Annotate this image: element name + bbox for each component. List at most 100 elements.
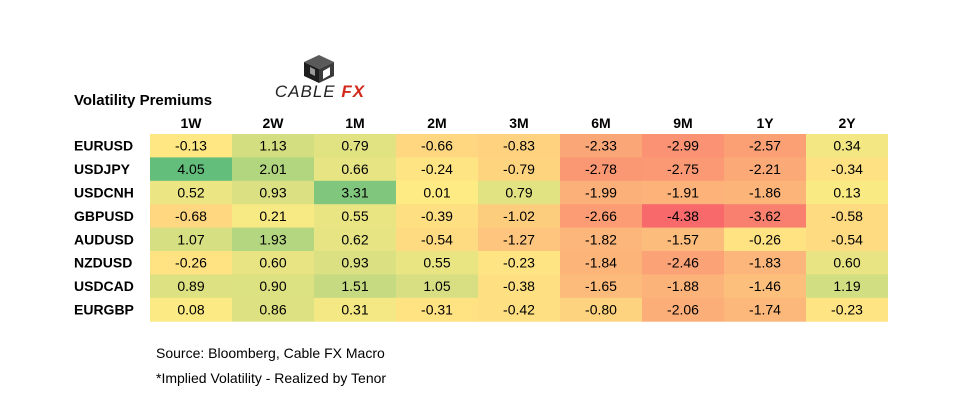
heat-cell — [642, 134, 724, 158]
heat-cell — [806, 297, 888, 322]
heat-cell — [314, 274, 396, 299]
heat-cell — [806, 204, 888, 229]
heat-cell — [150, 227, 232, 252]
heat-cell — [314, 204, 396, 229]
cell-value: -0.26 — [175, 255, 207, 271]
heat-cell — [150, 274, 232, 299]
cell-value: 0.93 — [341, 255, 368, 271]
cell-value: 0.66 — [341, 161, 368, 177]
cell-value: -1.65 — [585, 278, 617, 294]
cable-fx-logo: CABLE FX — [270, 54, 370, 104]
row-label: EURGBP — [74, 302, 134, 318]
column-header: 1M — [345, 115, 364, 131]
cell-value: 1.13 — [259, 138, 286, 154]
cell-value: -2.57 — [749, 138, 781, 154]
heat-cell — [150, 297, 232, 322]
heat-cell — [724, 297, 806, 322]
heat-cell — [396, 297, 478, 322]
heat-cell — [396, 134, 478, 158]
heat-cell — [232, 134, 314, 158]
heat-cell — [396, 251, 478, 275]
cell-value: -2.75 — [667, 161, 699, 177]
cell-value: -1.27 — [503, 231, 535, 247]
cube-logo-icon — [304, 55, 334, 83]
heat-cell — [642, 157, 724, 182]
column-header: 1Y — [756, 115, 774, 131]
heat-cell — [314, 134, 396, 158]
heat-cell — [560, 204, 642, 229]
cell-value: 0.86 — [259, 302, 286, 318]
footnote: *Implied Volatility - Realized by Tenor — [156, 370, 387, 386]
heat-cell — [642, 251, 724, 275]
cell-value: 0.08 — [177, 302, 204, 318]
cell-value: 1.05 — [423, 278, 450, 294]
cell-value: 3.31 — [341, 185, 368, 201]
cell-value: -1.88 — [667, 278, 699, 294]
heat-cell — [314, 251, 396, 275]
cell-value: 0.21 — [259, 208, 286, 224]
cell-value: 0.55 — [423, 255, 450, 271]
column-header: 9M — [673, 115, 692, 131]
heat-cell — [396, 274, 478, 299]
heat-cell — [396, 180, 478, 205]
heat-cell — [560, 157, 642, 182]
cell-value: 1.51 — [341, 278, 368, 294]
heat-cell — [560, 134, 642, 158]
cell-value: 0.31 — [341, 302, 368, 318]
cell-value: -2.21 — [749, 161, 781, 177]
row-label: NZDUSD — [74, 255, 132, 271]
cell-value: 0.79 — [341, 138, 368, 154]
heat-cell — [478, 204, 560, 229]
heat-cell — [314, 297, 396, 322]
column-header: 1W — [181, 115, 203, 131]
heat-cell — [150, 204, 232, 229]
column-header: 2Y — [838, 115, 856, 131]
cell-value: 0.60 — [259, 255, 286, 271]
cell-value: -1.82 — [585, 231, 617, 247]
cell-value: -3.62 — [749, 208, 781, 224]
heat-cell — [806, 134, 888, 158]
column-header: 2W — [263, 115, 285, 131]
cell-value: -1.02 — [503, 208, 535, 224]
heat-cell — [806, 157, 888, 182]
cell-value: -2.66 — [585, 208, 617, 224]
heat-cell — [478, 180, 560, 205]
cell-value: -0.13 — [175, 138, 207, 154]
cell-value: -0.54 — [831, 231, 863, 247]
cell-value: -0.42 — [503, 302, 535, 318]
source-note: Source: Bloomberg, Cable FX Macro — [156, 345, 385, 361]
cell-value: 0.93 — [259, 185, 286, 201]
cell-value: 0.34 — [833, 138, 860, 154]
heat-cell — [314, 180, 396, 205]
row-label: AUDUSD — [74, 231, 134, 247]
heat-cell — [232, 297, 314, 322]
cell-value: -1.74 — [749, 302, 781, 318]
cell-value: -2.46 — [667, 255, 699, 271]
cell-value: -2.06 — [667, 302, 699, 318]
heat-cell — [724, 251, 806, 275]
heat-cell — [396, 204, 478, 229]
cell-value: -0.23 — [503, 255, 535, 271]
cell-value: -1.84 — [585, 255, 617, 271]
heat-cell — [724, 204, 806, 229]
row-label: USDCAD — [74, 278, 134, 294]
cell-value: 1.19 — [833, 278, 860, 294]
cell-value: -4.38 — [667, 208, 699, 224]
heat-cell — [642, 180, 724, 205]
heat-cell — [150, 251, 232, 275]
cell-value: -1.99 — [585, 185, 617, 201]
heat-cell — [806, 227, 888, 252]
cell-value: -0.80 — [585, 302, 617, 318]
heat-cell — [724, 180, 806, 205]
cell-value: -1.83 — [749, 255, 781, 271]
cell-value: 0.13 — [833, 185, 860, 201]
heat-cell — [642, 227, 724, 252]
cell-value: -0.34 — [831, 161, 863, 177]
cell-value: -2.99 — [667, 138, 699, 154]
cell-value: -0.58 — [831, 208, 863, 224]
heat-cell — [396, 227, 478, 252]
cell-value: -1.46 — [749, 278, 781, 294]
heat-cell — [314, 157, 396, 182]
cell-value: 0.55 — [341, 208, 368, 224]
heat-cell — [642, 204, 724, 229]
